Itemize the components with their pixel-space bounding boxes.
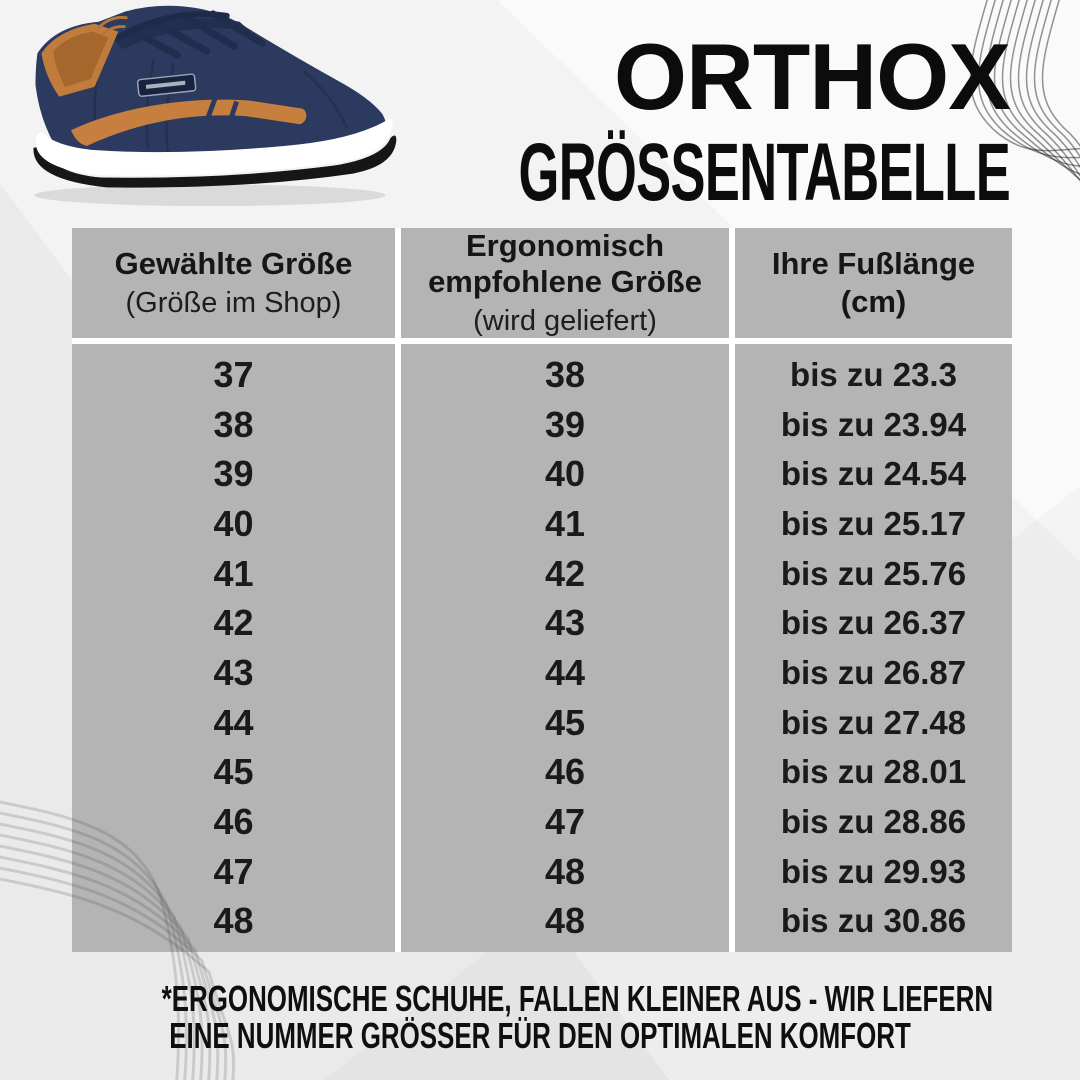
size-cell: bis zu 26.37 (780, 604, 967, 642)
brand-name: ORTHOX (613, 24, 1011, 129)
size-cell: 46 (213, 800, 254, 842)
size-cell: 46 (544, 751, 586, 793)
size-column-body-0: 37 38 39 40 41 42 43 44 45 46 47 48 (72, 344, 395, 952)
size-cell: 37 (213, 353, 254, 395)
size-cell: bis zu 23.3 (790, 355, 957, 393)
footnote: *ERGONOMISCHE SCHUHE, FALLEN KLEINER AUS… (0, 980, 1080, 1054)
size-cell: 42 (213, 602, 254, 644)
size-cell: 41 (213, 552, 254, 594)
size-cell: 41 (544, 502, 586, 544)
wavy-lines-decoration (0, 800, 236, 1080)
size-cell: bis zu 27.48 (780, 703, 967, 741)
size-cell: bis zu 25.17 (780, 504, 967, 542)
size-column-body-2: bis zu 23.3 bis zu 23.94 bis zu 24.54 bis z… (735, 344, 1012, 952)
size-cell: 39 (213, 453, 254, 495)
size-cell: 42 (544, 552, 586, 594)
size-cell: bis zu 24.54 (780, 455, 967, 493)
size-cell: 44 (544, 651, 586, 693)
page-title: ORTHOX GRÖSSENTABELLE (242, 24, 1011, 218)
size-cell: bis zu 25.76 (780, 554, 967, 592)
size-cell: bis zu 28.86 (780, 802, 967, 840)
size-cell: bis zu 30.86 (780, 902, 967, 940)
size-cell: 43 (544, 602, 586, 644)
size-cell: bis zu 29.93 (780, 852, 967, 890)
size-cell: 47 (544, 800, 586, 842)
size-cell: 44 (213, 701, 254, 743)
shoe-side-label (136, 73, 197, 97)
footnote-line-1: *ERGONOMISCHE SCHUHE, FALLEN KLEINER AUS… (161, 978, 994, 1019)
header-chosen-size: Gewählte Größe (Größe im Shop) (72, 228, 395, 338)
shoe-image (33, 5, 397, 207)
size-cell: 40 (544, 453, 586, 495)
size-cell: bis zu 28.01 (780, 753, 967, 791)
size-column-body-1: 38 39 40 41 42 43 44 45 46 47 48 48 (401, 344, 729, 952)
size-cell: 38 (544, 353, 586, 395)
size-cell: 47 (213, 850, 254, 892)
size-cell: 43 (213, 651, 254, 693)
footnote-line-2: EINE NUMMER GRÖSSER FÜR DEN OPTIMALEN KO… (169, 1015, 911, 1056)
size-cell: 48 (213, 900, 254, 942)
size-cell: 38 (213, 403, 254, 445)
header-recommended-size: Ergonomisch empfohlene Größe (wird gelie… (401, 228, 729, 338)
title-sizechart: GRÖSSENTABELLE (518, 127, 1010, 218)
size-cell: 40 (213, 502, 254, 544)
size-cell: bis zu 23.94 (780, 405, 967, 443)
size-cell: 45 (544, 701, 586, 743)
header-foot-length: Ihre Fußlänge (cm) (735, 228, 1012, 338)
size-cell: bis zu 26.87 (780, 653, 967, 691)
size-cell: 45 (213, 751, 254, 793)
size-cell: 48 (544, 850, 586, 892)
shoe-shadow (34, 184, 386, 207)
size-cell: 48 (544, 900, 586, 942)
size-cell: 39 (544, 403, 586, 445)
